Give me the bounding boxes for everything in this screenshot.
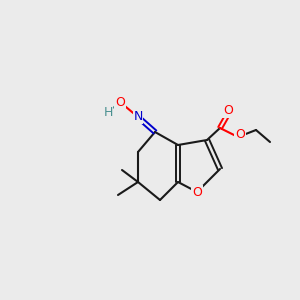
Text: H: H <box>103 106 113 118</box>
Text: N: N <box>133 110 143 124</box>
Text: O: O <box>235 128 245 142</box>
Text: O: O <box>115 95 125 109</box>
Text: O: O <box>192 185 202 199</box>
Text: O: O <box>223 104 233 118</box>
